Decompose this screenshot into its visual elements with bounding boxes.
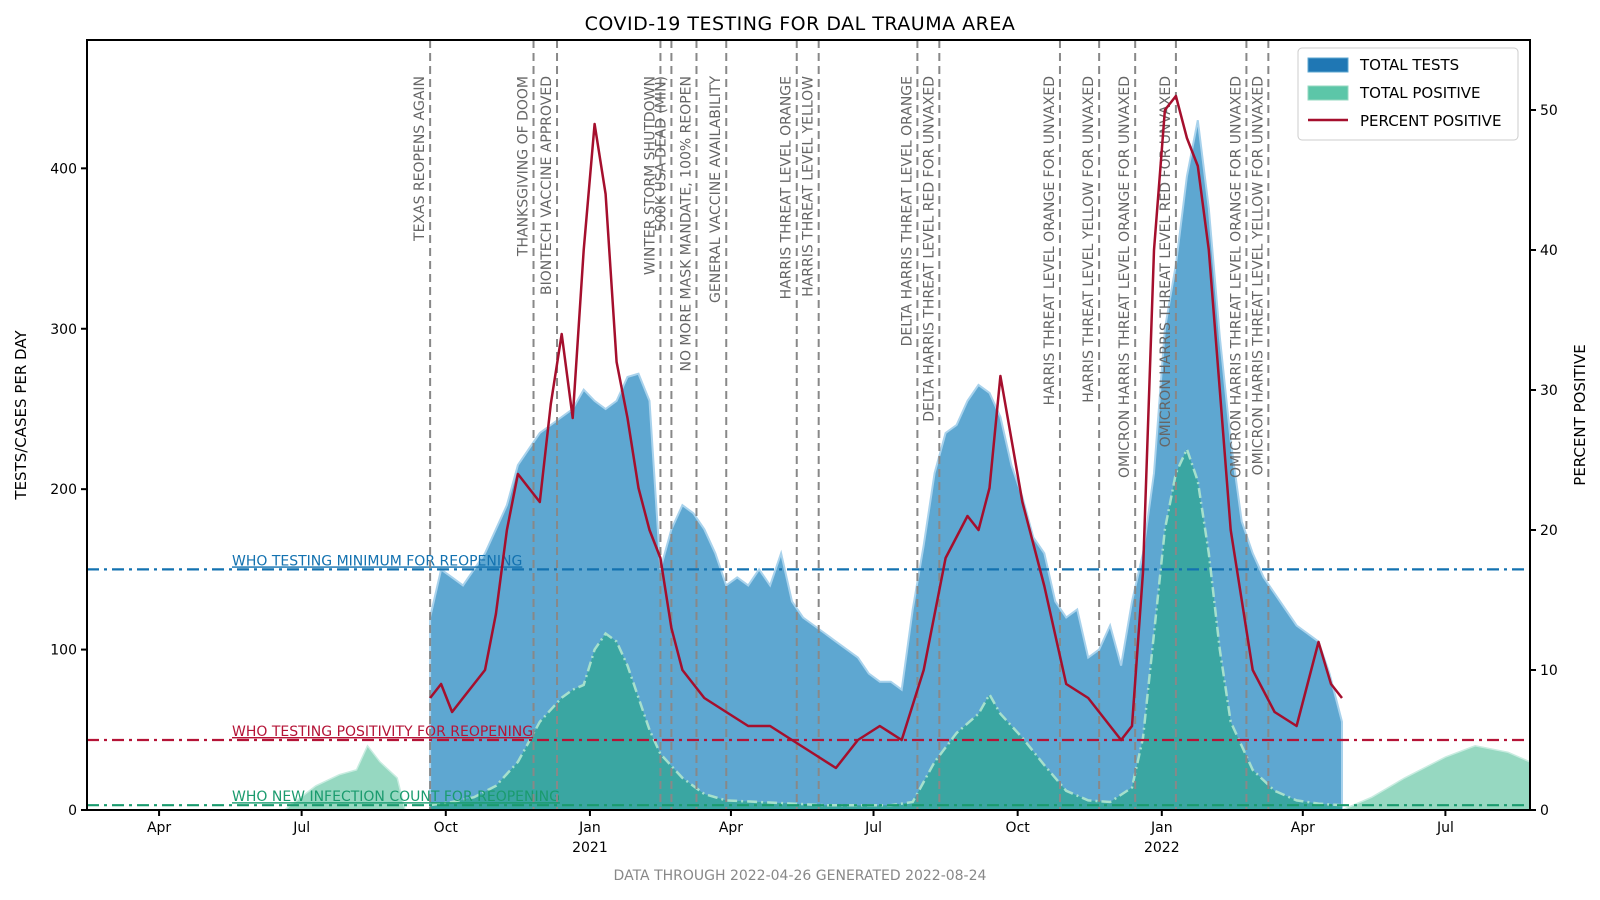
event-label-7: HARRIS THREAT LEVEL ORANGE — [779, 76, 795, 299]
y2-tick-label-1: 10 — [1540, 663, 1558, 679]
x-tick-label-1: Jul — [292, 820, 310, 836]
legend-label-tests: TOTAL TESTS — [1359, 56, 1459, 74]
total-positive-area — [430, 449, 1343, 810]
percent-positive-line — [429, 94, 1343, 770]
x-tick-label-0: Apr — [147, 820, 171, 836]
positive-light-area-0 — [282, 744, 407, 811]
event-label-13: OMICRON HARRIS THREAT LEVEL ORANGE FOR U… — [1117, 76, 1133, 478]
who-reference-label-1: WHO TESTING POSITIVITY FOR REOPENING — [232, 724, 533, 740]
legend-label-positive: TOTAL POSITIVE — [1359, 84, 1480, 102]
y-tick-label-2: 200 — [50, 482, 77, 498]
footer-note: DATA THROUGH 2022-04-26 GENERATED 2022-0… — [614, 868, 987, 884]
plot-frame — [86, 39, 1531, 811]
y-tick-label-4: 400 — [50, 161, 77, 177]
event-label-5: NO MORE MASK MANDATE, 100% REOPEN — [679, 76, 695, 372]
x-tick-label-5: Jul — [864, 820, 882, 836]
event-label-6: GENERAL VACCINE AVAILABILITY — [708, 76, 724, 303]
event-lines: TEXAS REOPENS AGAIN THANKSGIVING OF DOOM B… — [412, 40, 1270, 810]
percent-series — [429, 94, 1343, 770]
legend-label-percent: PERCENT POSITIVE — [1360, 112, 1501, 130]
x-tick-label-9: Jul — [1436, 820, 1454, 836]
event-label-0: TEXAS REOPENS AGAIN — [412, 76, 428, 242]
y2-tick-label-2: 20 — [1540, 523, 1558, 539]
x-tick-label-2: Oct — [434, 820, 459, 836]
total-positive-outline — [429, 445, 1343, 807]
event-label-4: 500K USA DEAD (MIN) — [653, 76, 669, 232]
x-tick-year-7: 2022 — [1144, 840, 1180, 856]
y2-tick-label-4: 40 — [1540, 243, 1558, 259]
x-tick-label-4: Apr — [719, 820, 743, 836]
event-label-12: HARRIS THREAT LEVEL YELLOW FOR UNVAXED — [1081, 76, 1097, 403]
x-tick-label-3: Jan — [578, 820, 601, 836]
event-label-10: DELTA HARRIS THREAT LEVEL RED FOR UNVAXE… — [921, 76, 937, 422]
positive-light-area-1 — [1341, 745, 1531, 811]
who-reference-label-2: WHO NEW INFECTION COUNT FOR REOPENING — [232, 789, 560, 805]
legend: TOTAL TESTS TOTAL POSITIVE PERCENT POSIT… — [1297, 47, 1519, 141]
y2-axis-label: PERCENT POSITIVE — [1571, 344, 1589, 485]
event-label-15: OMICRON HARRIS THREAT LEVEL ORANGE FOR U… — [1228, 76, 1244, 478]
event-label-3: WINTER STORM SHUTDOWN — [642, 76, 658, 275]
legend-frame — [1297, 47, 1519, 141]
x-tick-year-3: 2021 — [572, 840, 608, 856]
total-tests-area — [429, 120, 1343, 811]
y-tick-label-3: 300 — [50, 322, 77, 338]
chart-title: COVID-19 TESTING FOR DAL TRAUMA AREA — [585, 13, 1016, 35]
who-reference-label-0: WHO TESTING MINIMUM FOR REOPENING — [232, 553, 522, 569]
x-tick-label-7: Jan — [1150, 820, 1173, 836]
area-fills — [282, 120, 1531, 811]
axes: 0 100 200 300 400 0 10 20 30 40 50 Apr Jul Oct Jan 2021… — [50, 39, 1558, 856]
legend-swatch-positive — [1307, 85, 1349, 101]
y2-tick-label-3: 30 — [1540, 383, 1558, 399]
y-tick-label-0: 0 — [68, 803, 77, 819]
x-tick-label-6: Oct — [1006, 820, 1031, 836]
event-label-8: HARRIS THREAT LEVEL YELLOW — [801, 76, 817, 297]
event-label-14: OMICRON HARRIS THREAT LEVEL RED FOR UNVA… — [1158, 76, 1174, 447]
y-tick-label-1: 100 — [50, 643, 77, 659]
event-label-2: BIONTECH VACCINE APPROVED — [539, 76, 555, 295]
event-label-1: THANKSGIVING OF DOOM — [516, 76, 532, 257]
y-axis-label: TESTS/CASES PER DAY — [12, 330, 30, 501]
y2-tick-label-5: 50 — [1540, 103, 1558, 119]
event-label-16: OMICRON HARRIS THREAT LEVEL YELLOW FOR U… — [1250, 76, 1266, 475]
event-label-9: DELTA HARRIS THREAT LEVEL ORANGE — [899, 76, 915, 346]
legend-swatch-tests — [1307, 57, 1349, 73]
y2-tick-label-0: 0 — [1540, 803, 1549, 819]
reference-lines: WHO TESTING MINIMUM FOR REOPENING WHO TES… — [87, 553, 1530, 807]
x-tick-label-8: Apr — [1291, 820, 1315, 836]
event-label-11: HARRIS THREAT LEVEL ORANGE FOR UNVAXED — [1042, 76, 1058, 405]
